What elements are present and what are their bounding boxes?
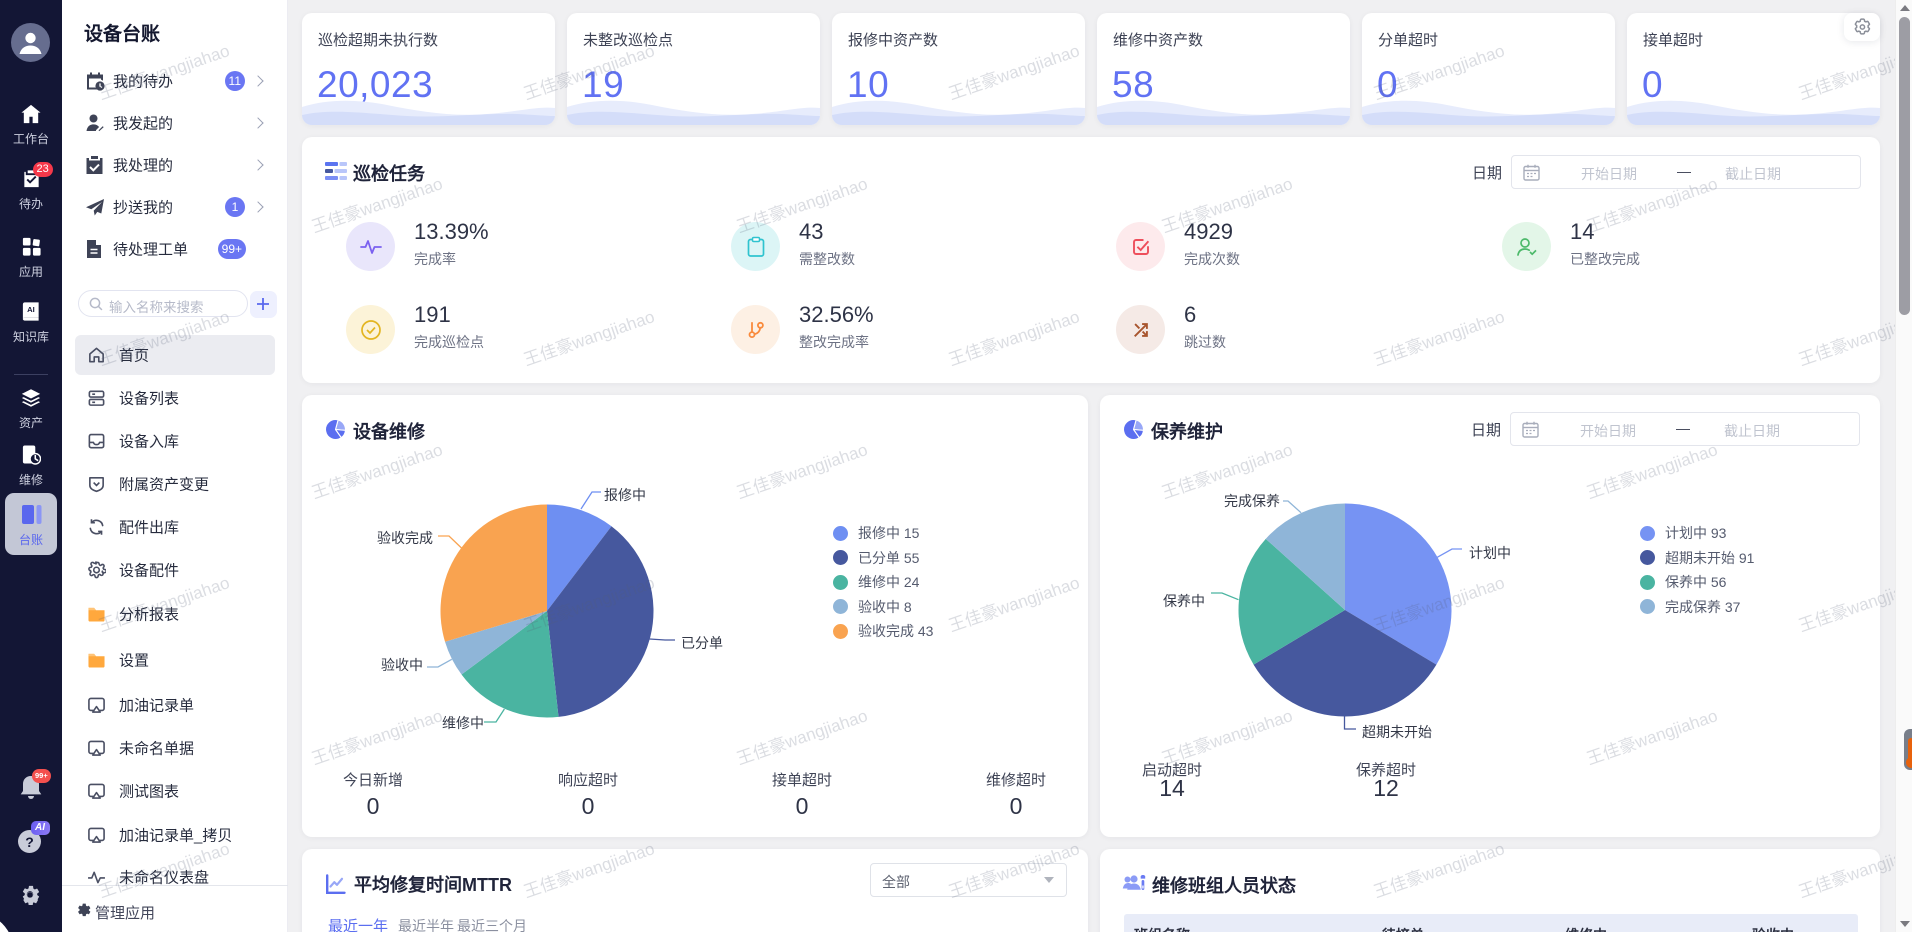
svg-text:AI: AI bbox=[27, 305, 35, 314]
svg-text:?: ? bbox=[25, 834, 34, 850]
